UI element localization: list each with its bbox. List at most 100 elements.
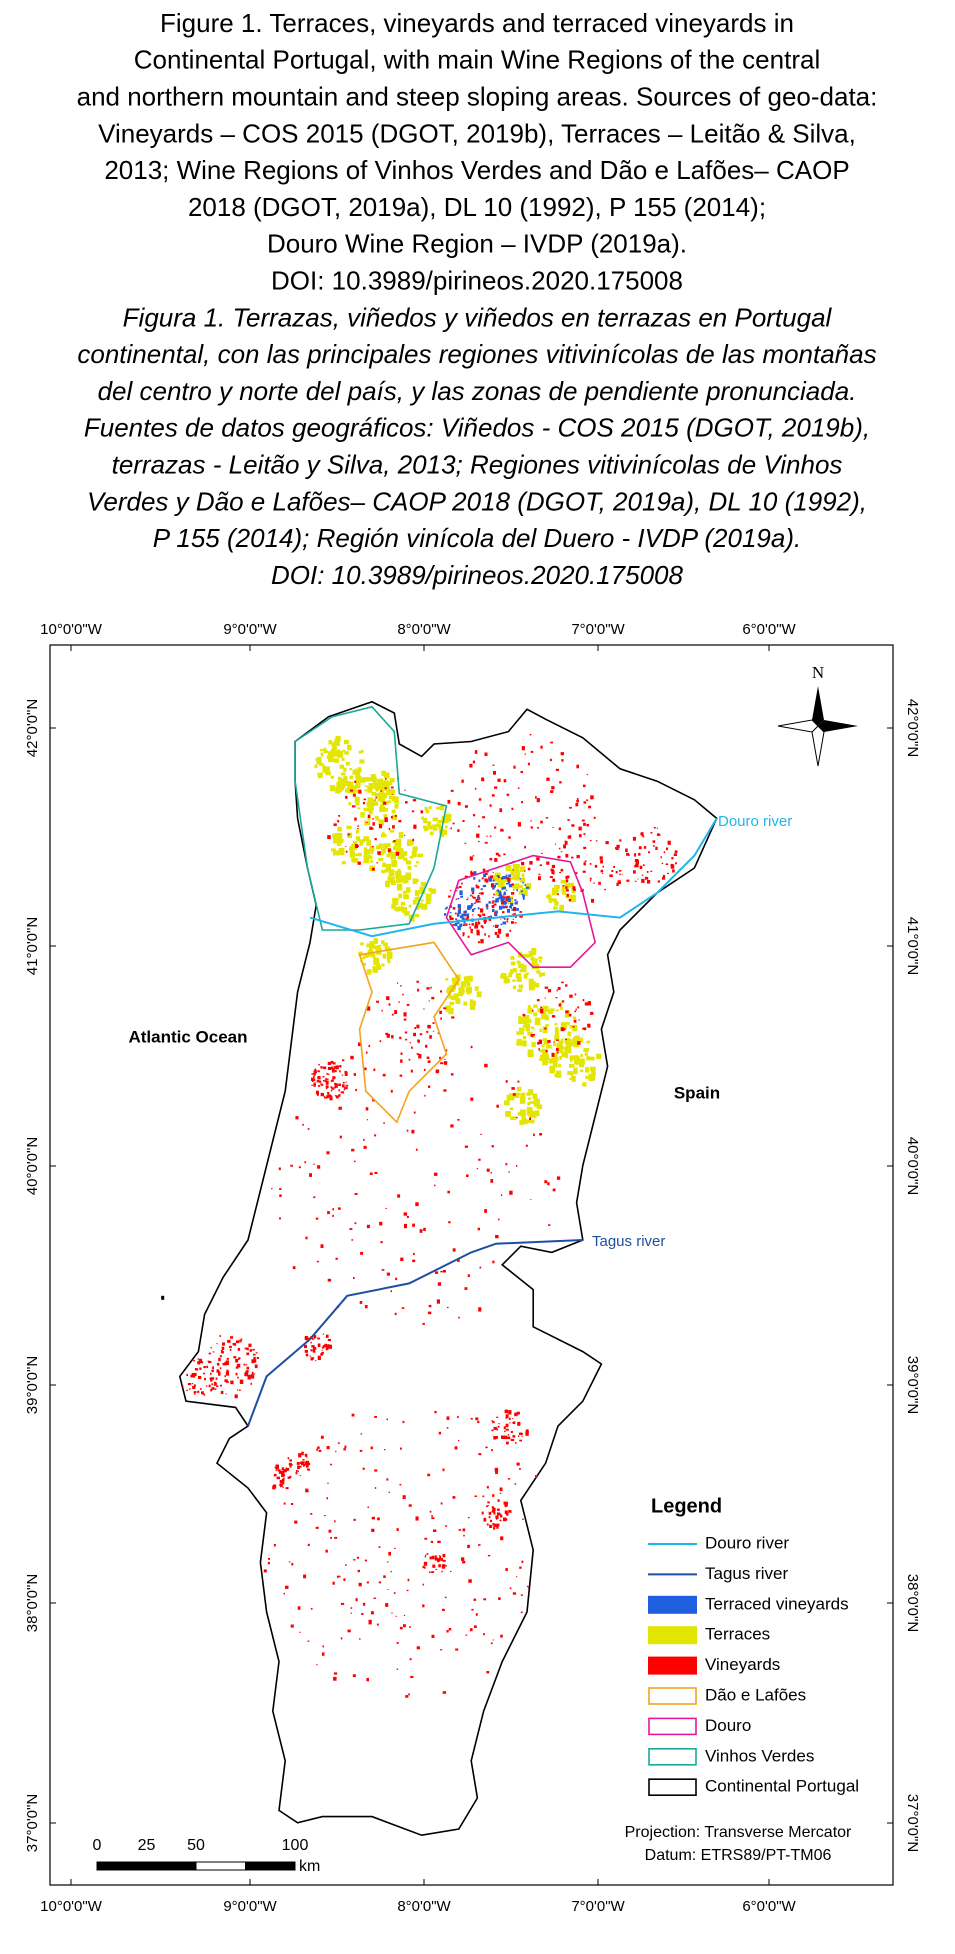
- vineyard-patch: [493, 903, 497, 906]
- terrace-patch: [364, 777, 370, 782]
- vineyard-patch: [469, 926, 471, 929]
- vineyard-patch: [491, 794, 495, 797]
- vineyard-patch: [475, 1613, 478, 1616]
- vineyard-patch: [299, 1461, 302, 1464]
- terrace-patch: [528, 1111, 533, 1118]
- vineyard-patch: [220, 1350, 223, 1353]
- vineyard-patch: [281, 1467, 285, 1471]
- vineyard-patch: [438, 1564, 441, 1568]
- vineyard-patch: [472, 914, 474, 916]
- terrace-patch: [553, 1043, 556, 1047]
- vineyard-patch: [210, 1372, 212, 1375]
- vineyard-patch: [374, 1171, 378, 1174]
- terrace-patch: [532, 983, 538, 987]
- vineyard-patch: [205, 1385, 208, 1387]
- vineyard-patch: [317, 1165, 321, 1169]
- terrace-patch: [542, 1010, 547, 1014]
- vineyard-patch: [452, 1248, 456, 1252]
- vineyard-patch: [310, 1349, 313, 1352]
- terrace-patch: [527, 1005, 531, 1009]
- vineyard-patch: [311, 1078, 316, 1081]
- vineyard-patch: [491, 1506, 494, 1509]
- vineyard-patch: [193, 1360, 195, 1362]
- terrace-patch: [509, 1107, 513, 1111]
- terrace-patch: [529, 1101, 535, 1104]
- vineyard-patch: [461, 882, 463, 885]
- terrace-patch: [521, 954, 527, 958]
- vineyard-patch: [313, 1196, 316, 1199]
- vineyard-patch: [197, 1358, 199, 1360]
- vineyard-patch: [416, 1646, 420, 1650]
- longitude-label: 10°0'0"W: [40, 1898, 103, 1915]
- terrace-patch: [533, 1012, 537, 1017]
- terrace-patch: [366, 943, 371, 948]
- vineyard-patch: [432, 1557, 434, 1560]
- terrace-patch: [375, 789, 379, 792]
- vineyard-patch: [530, 1199, 532, 1200]
- vineyard-patch: [299, 1631, 301, 1633]
- terraced-vineyard-patch: [488, 877, 492, 882]
- vineyard-patch: [482, 1495, 485, 1498]
- terraced-vineyard-patch: [509, 876, 511, 878]
- vineyard-patch: [565, 984, 568, 987]
- vineyard-patch: [349, 789, 354, 792]
- vineyard-patch: [546, 861, 550, 865]
- terraced-vineyard-patch: [516, 889, 518, 892]
- vineyard-patch: [343, 1448, 346, 1451]
- vineyard-patch: [535, 796, 537, 799]
- vineyard-patch: [197, 1376, 202, 1379]
- terrace-patch: [407, 866, 412, 870]
- terrace-patch: [533, 958, 538, 962]
- terrace-patch: [398, 848, 404, 855]
- vineyard-patch: [491, 901, 494, 904]
- terrace-patch: [421, 899, 424, 902]
- vineyard-patch: [191, 1383, 194, 1385]
- vineyard-patch: [268, 1557, 270, 1560]
- terrace-patch: [349, 768, 352, 771]
- vineyard-patch: [582, 999, 585, 1002]
- vineyard-patch: [350, 1055, 354, 1060]
- vineyard-patch: [552, 827, 554, 828]
- vineyard-patch: [239, 1339, 242, 1343]
- vineyard-patch: [493, 1527, 496, 1530]
- vineyard-patch: [325, 1085, 329, 1088]
- vineyard-patch: [537, 1041, 540, 1045]
- vineyard-patch: [403, 1012, 407, 1017]
- legend-label: Douro: [705, 1716, 751, 1735]
- terraced-vineyard-patch: [457, 897, 460, 900]
- vineyard-patch: [402, 1495, 406, 1500]
- vineyard-patch: [479, 914, 482, 918]
- vineyard-patch: [505, 1163, 508, 1166]
- vineyard-patch: [440, 1017, 442, 1020]
- legend-label: Dão e Lafões: [705, 1685, 806, 1704]
- vineyard-patch: [471, 1608, 474, 1611]
- vineyard-patch: [342, 1059, 345, 1062]
- terraced-vineyard-patch: [505, 874, 508, 877]
- terrace-patch: [527, 1101, 531, 1106]
- portugal-outline: [178, 700, 718, 1837]
- terraced-vineyard-patch: [493, 884, 496, 888]
- terraced-vineyard-patch: [444, 913, 447, 916]
- terrace-patch: [363, 807, 369, 812]
- vineyard-patch: [399, 1483, 402, 1486]
- terrace-patch: [328, 740, 333, 745]
- terrace-patch: [376, 965, 382, 970]
- vineyard-patch: [211, 1383, 213, 1385]
- vineyard-patch: [235, 1372, 238, 1376]
- terrace-patch: [538, 974, 542, 977]
- terrace-patch: [367, 950, 374, 954]
- vineyard-patch: [616, 882, 619, 886]
- vineyard-patch: [195, 1368, 199, 1371]
- vineyard-patch: [591, 898, 594, 903]
- longitude-label: 8°0'0"W: [397, 621, 451, 638]
- vineyard-patch: [478, 1158, 481, 1161]
- vineyard-patch: [399, 1626, 403, 1630]
- terraced-vineyard-patch: [510, 902, 514, 907]
- terrace-patch: [554, 1023, 558, 1026]
- terrace-patch: [382, 862, 386, 868]
- vineyard-patch: [273, 1473, 277, 1477]
- vineyard-patch: [219, 1367, 222, 1370]
- terrace-patch: [388, 869, 395, 877]
- vineyard-patch: [431, 996, 435, 1000]
- vineyard-patch: [521, 1432, 523, 1435]
